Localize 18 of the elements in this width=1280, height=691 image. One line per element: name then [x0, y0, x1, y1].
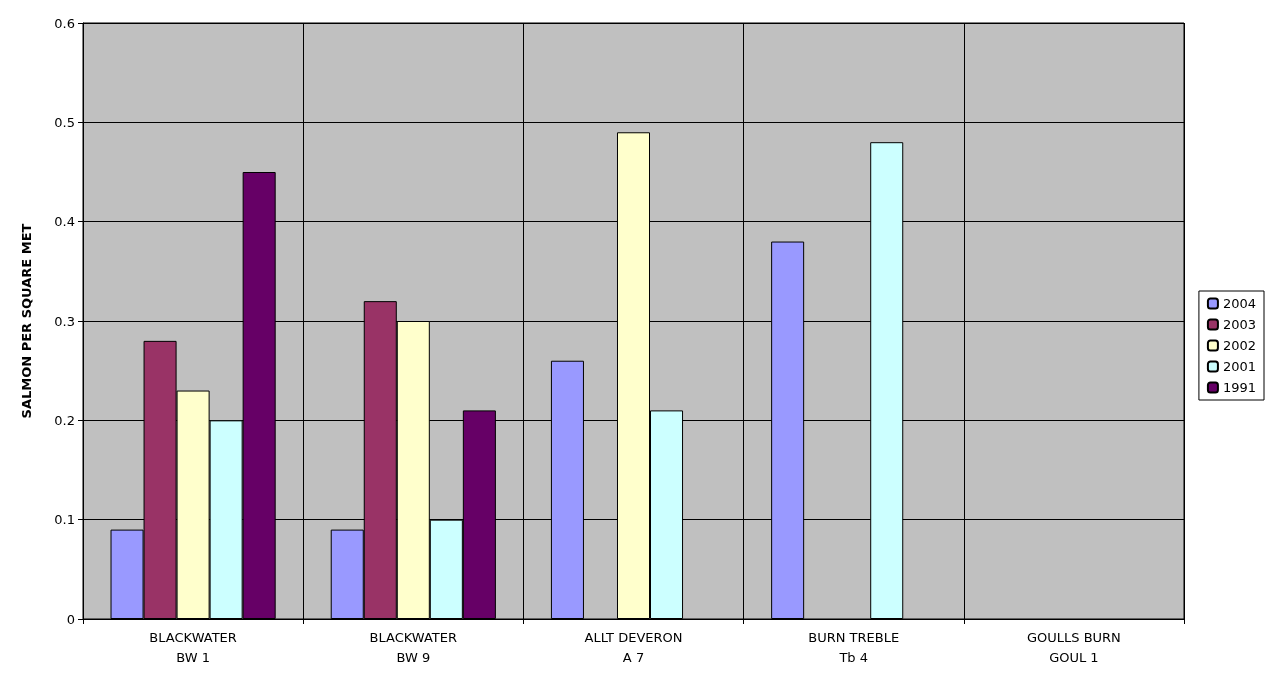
x-tick-label: BLACKWATER BW 1 [149, 629, 237, 665]
y-tick-label: 0 [66, 611, 75, 627]
legend-label: 2001 [1222, 359, 1257, 374]
x-tick-label: ALLT DEVERON A 7 [584, 629, 683, 665]
y-axis-title: SALMON PER SQUARE MET [19, 223, 34, 419]
y-tick-label: 0.2 [54, 412, 75, 428]
y-tick-label: 0.1 [54, 512, 75, 528]
legend-label: 1991 [1222, 380, 1257, 395]
legend-label: 2002 [1222, 338, 1257, 353]
y-tick-label: 0.4 [54, 214, 75, 230]
y-tick-label: 0.6 [54, 15, 75, 31]
y-tick-label: 0.3 [54, 313, 75, 329]
x-tick-label: GOULLS BURN GOUL 1 [1026, 629, 1121, 665]
x-tick-label: BLACKWATER BW 9 [369, 629, 458, 665]
legend-label: 2004 [1222, 296, 1257, 311]
legend-label: 2003 [1222, 317, 1257, 332]
x-tick-label: BURN TREBLE Tb 4 [808, 629, 900, 665]
y-tick-label: 0.5 [54, 114, 75, 130]
